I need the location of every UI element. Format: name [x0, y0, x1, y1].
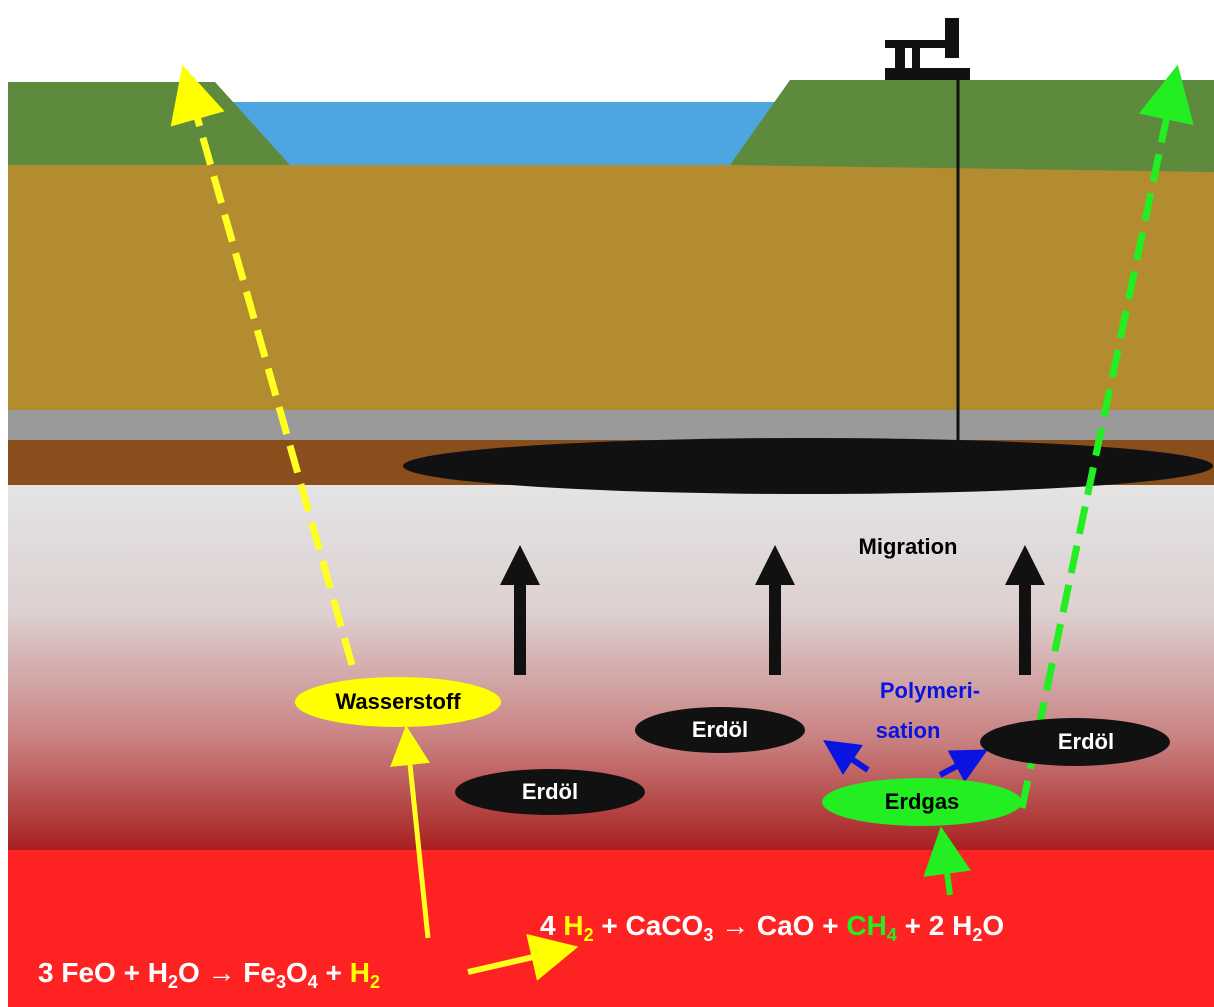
polymerisation-label: Polymeri-: [880, 678, 980, 703]
eq-part: + CaCO: [594, 910, 704, 941]
eq-sub: 2: [370, 972, 380, 992]
eq-sub: 4: [887, 925, 897, 945]
eq-part: O: [286, 957, 308, 988]
eq-part: → CaO +: [713, 910, 846, 941]
eq-part: H: [350, 957, 370, 988]
polymerisation-label: sation: [876, 718, 941, 743]
eq-sub: 4: [308, 972, 318, 992]
eq-part: + 2 H: [897, 910, 972, 941]
oil-label: Erdöl: [692, 717, 748, 742]
eq-part: 4: [540, 910, 563, 941]
eq-part: O → Fe: [178, 957, 276, 988]
flows: [170, 64, 1194, 981]
eq-part: CH: [846, 910, 886, 941]
migration-arrows: [500, 545, 1045, 675]
eq-part: O: [982, 910, 1004, 941]
gas-label: Erdgas: [885, 789, 960, 814]
eq-part: H: [563, 910, 583, 941]
eq-sub: 2: [972, 925, 982, 945]
strata: [8, 18, 1214, 1007]
eq-sub: 2: [168, 972, 178, 992]
equation: 4 H2 + CaCO3 → CaO + CH4 + 2 H2O: [540, 910, 1004, 945]
eq-sub: 3: [703, 925, 713, 945]
equation: 3 FeO + H2O → Fe3O4 + H2: [38, 957, 380, 992]
hydrogen-label: Wasserstoff: [335, 689, 461, 714]
oil-label: Erdöl: [522, 779, 578, 804]
eq-sub: 2: [584, 925, 594, 945]
eq-part: 3 FeO + H: [38, 957, 168, 988]
oil-label: Erdöl: [1058, 729, 1114, 754]
eq-part: +: [318, 957, 350, 988]
eq-sub: 3: [276, 972, 286, 992]
migration-label: Migration: [859, 534, 958, 559]
